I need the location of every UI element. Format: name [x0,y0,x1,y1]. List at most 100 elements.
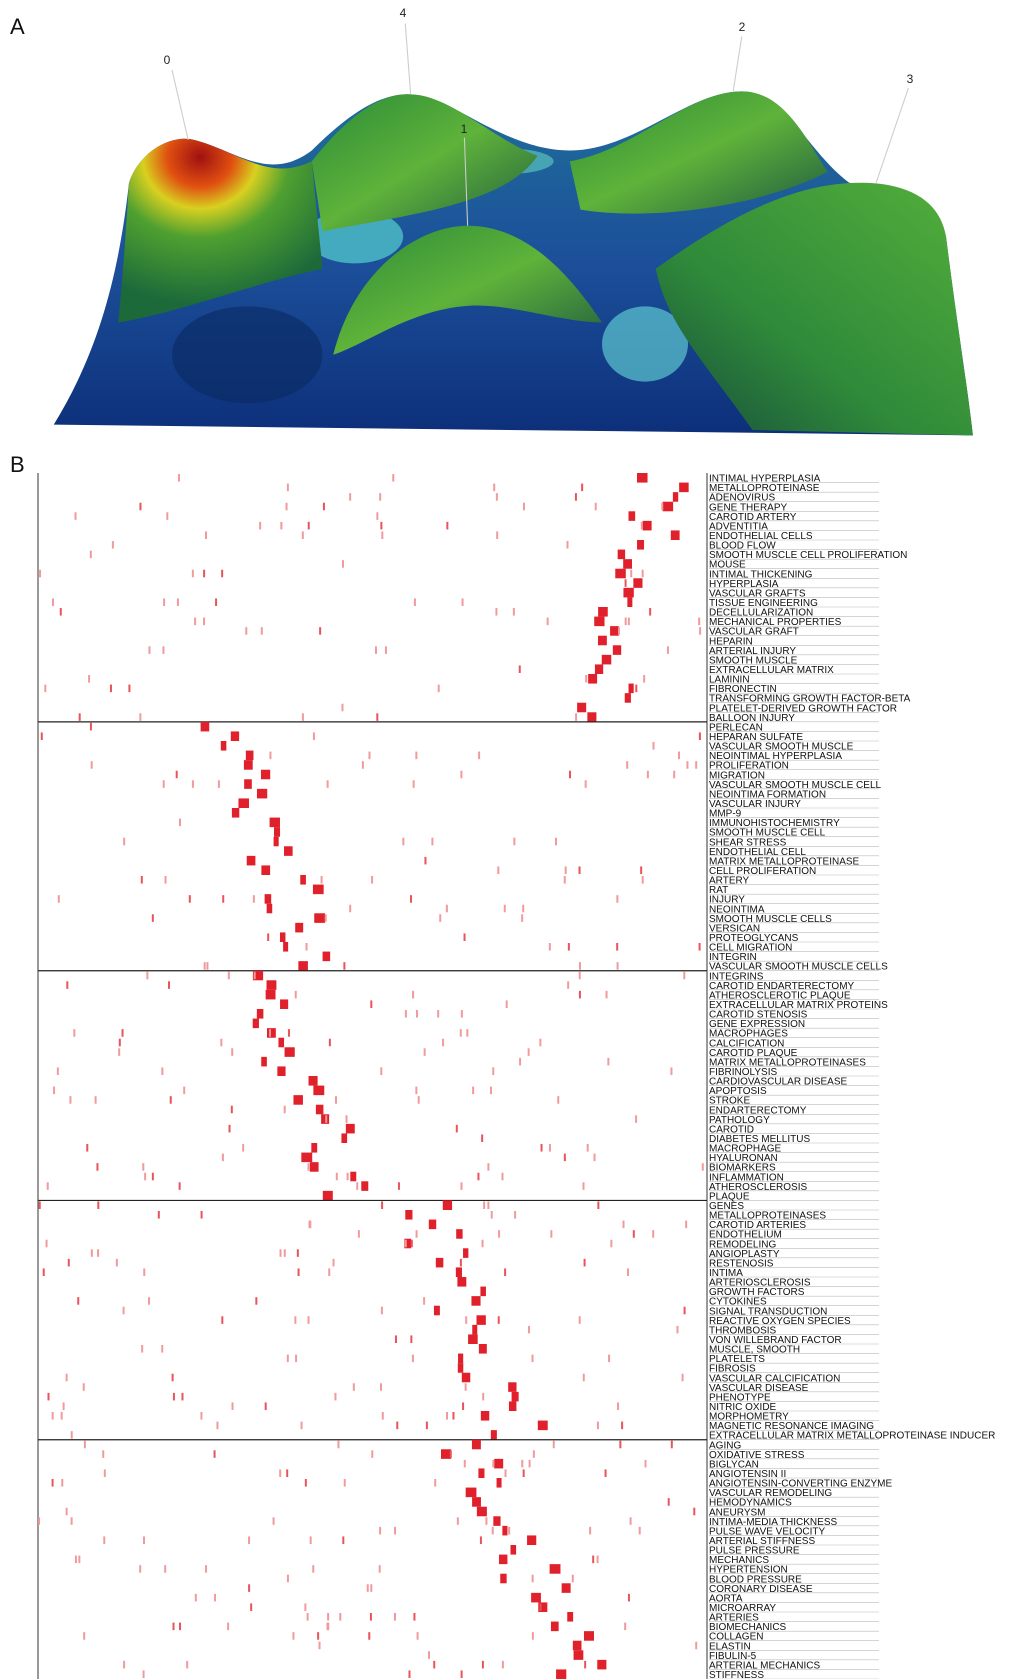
cell [270,818,280,828]
cell [341,704,343,712]
cell [413,1613,415,1621]
cell [308,522,310,530]
cell [521,1460,523,1468]
cell [69,1096,71,1104]
cell [605,1469,607,1477]
cell [342,560,344,568]
cell [549,943,551,951]
cell [633,1230,635,1238]
cell [575,713,577,721]
cell [584,1661,586,1669]
cell [623,1221,625,1229]
cell [310,1162,319,1172]
cell [466,1488,477,1498]
cell [508,1382,516,1392]
cell [652,1230,654,1238]
cell [572,1575,574,1583]
cell [170,1096,172,1104]
cell [663,502,673,512]
cell [222,895,224,903]
cell [305,1479,307,1487]
cell [257,1009,264,1019]
cell [617,1402,619,1410]
cell [579,991,581,999]
cell [487,1201,489,1209]
cell [579,1316,581,1324]
peak-label: 1 [461,122,468,136]
cell [376,713,378,721]
cell [460,771,462,779]
cell [368,1632,370,1640]
cell [509,1401,516,1411]
cell [323,952,331,962]
cell [462,1402,464,1410]
cell [671,530,680,540]
cell [567,1612,573,1622]
peak-label: 4 [400,6,407,20]
cell [492,1067,494,1075]
cell [195,1594,197,1602]
cell [79,713,81,721]
cell [588,674,597,684]
cell [57,1067,59,1075]
cell [367,1584,369,1592]
cell [203,618,205,626]
cell [231,1106,233,1114]
peak-label: 0 [164,53,171,67]
peak-label: 3 [907,72,914,86]
cell [533,1450,535,1458]
cell [90,723,92,731]
cell [625,618,627,626]
cell [565,866,567,874]
cell [259,522,261,530]
cell [319,627,321,635]
cell [321,1114,329,1124]
cell [643,675,645,683]
cell [327,780,329,788]
cell [699,732,701,740]
cell [295,991,297,999]
cell [335,1096,337,1104]
cell [323,1191,333,1201]
cell [61,1479,63,1487]
cell [204,962,206,970]
cell [116,1259,118,1267]
cell [629,511,636,521]
cell [457,1517,459,1525]
cell [416,1010,418,1018]
cell [637,540,644,550]
cell [86,1144,88,1152]
cell [438,685,440,693]
cell [323,503,325,511]
cell [179,819,181,827]
cell [550,1564,561,1574]
cell [53,1087,55,1095]
cell [246,751,254,761]
cell [221,1316,223,1324]
cell [446,905,448,913]
cell [356,1182,358,1190]
cell [385,646,387,654]
cell [583,1374,585,1382]
panel-label: B [10,452,25,477]
cell [161,1345,163,1353]
cell [269,752,271,760]
cell [110,685,112,693]
cell [521,914,523,922]
cell [349,905,351,913]
cell [295,923,303,933]
cell [232,808,239,818]
cell [376,512,378,520]
cell [375,646,377,654]
cell [685,1221,687,1229]
cell [143,1536,145,1544]
cell [327,1613,329,1621]
cell [278,1038,284,1048]
cell [380,1383,382,1391]
cell [52,1412,54,1420]
cell [380,1067,382,1075]
cell [493,484,495,492]
cell [641,522,643,530]
cell [308,1163,310,1171]
cell [313,885,324,895]
